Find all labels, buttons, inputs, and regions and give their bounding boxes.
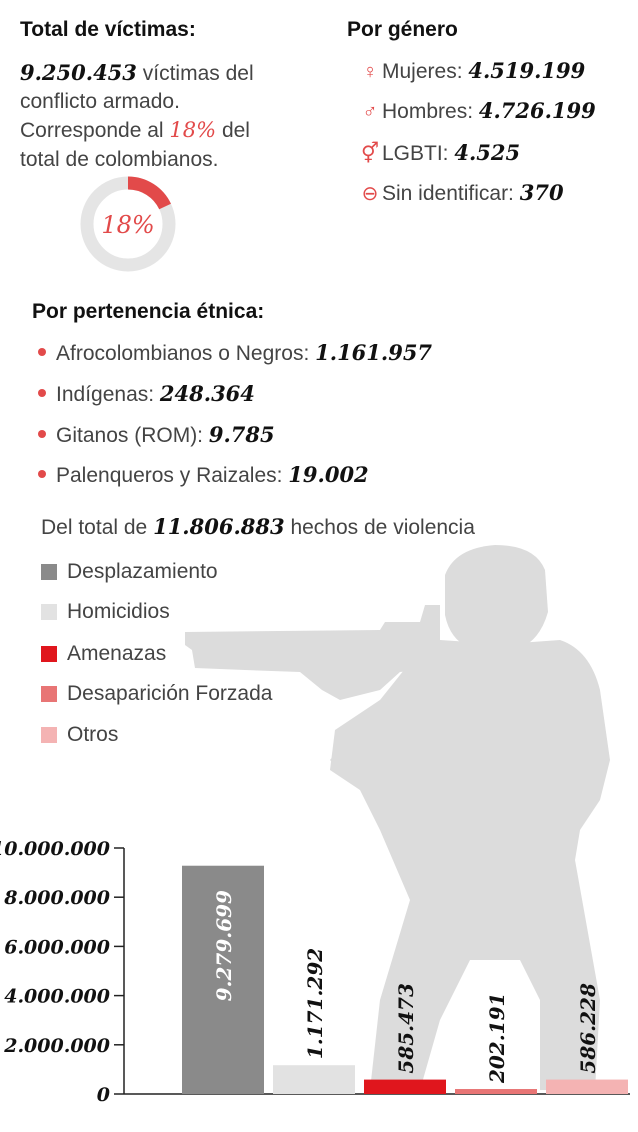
victims-donut: 18% bbox=[80, 176, 176, 272]
legend-item: Homicidios bbox=[41, 600, 170, 624]
victims-line1-text: víctimas del bbox=[136, 62, 254, 85]
violence-intro: Del total de 11.806.883 hechos de violen… bbox=[41, 514, 475, 540]
ethnic-label: Palenqueros y Raizales: bbox=[56, 464, 289, 487]
ethnic-label: Gitanos (ROM): bbox=[56, 424, 209, 447]
victims-line3-pre: Corresponde al bbox=[20, 119, 170, 142]
gender-item: ⚥ LGBTI: 4.525 bbox=[360, 140, 520, 166]
female-icon: ♀ bbox=[362, 61, 378, 83]
bar-4 bbox=[455, 1089, 537, 1094]
victims-percent: 18% bbox=[169, 118, 217, 142]
lgbti-icon: ⚥ bbox=[360, 143, 380, 165]
legend-item: Amenazas bbox=[41, 642, 166, 666]
y-tick-label: 8.000.000 bbox=[3, 887, 110, 909]
gender-value: 4.519.199 bbox=[468, 58, 586, 83]
gender-item: ♀ Mujeres: 4.519.199 bbox=[360, 58, 586, 84]
victims-line-1: 9.250.453 víctimas del bbox=[20, 58, 254, 88]
victims-line-4: total de colombianos. bbox=[20, 148, 219, 171]
male-icon: ♂ bbox=[362, 101, 378, 123]
bullet-dot bbox=[38, 348, 46, 357]
legend-swatch bbox=[41, 564, 57, 580]
victims-line-2: conflicto armado. bbox=[20, 90, 180, 113]
victims-line-3: Corresponde al 18% del bbox=[20, 116, 250, 145]
bar-5 bbox=[546, 1079, 628, 1094]
ethnic-item: Indígenas: 248.364 bbox=[38, 381, 255, 407]
violence-intro-pre: Del total de bbox=[41, 516, 154, 539]
bar-value-label: 1.171.292 bbox=[303, 948, 327, 1059]
legend-label: Desplazamiento bbox=[67, 560, 218, 583]
bar-value-label: 586.228 bbox=[576, 983, 600, 1074]
ethnic-value: 9.785 bbox=[208, 422, 275, 447]
victims-line3-post: del bbox=[216, 119, 250, 142]
bullet-dot bbox=[38, 470, 46, 479]
legend-label: Homicidios bbox=[67, 600, 170, 623]
gender-label: Sin identificar: bbox=[382, 182, 520, 205]
ethnic-label: Afrocolombianos o Negros: bbox=[56, 342, 316, 365]
bar-value-label: 9.279.699 bbox=[212, 890, 236, 1001]
legend-item: Desaparición Forzada bbox=[41, 682, 272, 706]
legend-swatch bbox=[41, 727, 57, 743]
legend-item: Desplazamiento bbox=[41, 560, 218, 584]
gender-heading: Por género bbox=[347, 18, 458, 41]
ethnic-value: 19.002 bbox=[288, 462, 369, 487]
bullet-dot bbox=[38, 430, 46, 439]
violence-intro-post: hechos de violencia bbox=[284, 516, 475, 539]
ethnic-item: Gitanos (ROM): 9.785 bbox=[38, 422, 275, 448]
gender-value: 4.525 bbox=[454, 140, 521, 165]
ethnic-item: Palenqueros y Raizales: 19.002 bbox=[38, 462, 369, 488]
bar-chart: 0 2.000.000 4.000.000 6.000.000 8.000.000 10.… bbox=[0, 838, 630, 1106]
legend-swatch bbox=[41, 604, 57, 620]
donut-arc bbox=[127, 176, 171, 210]
bar-value-label: 202.191 bbox=[485, 993, 509, 1084]
donut-label: 18% bbox=[101, 211, 154, 239]
legend-swatch bbox=[41, 686, 57, 702]
gender-item: ⊖ Sin identificar: 370 bbox=[360, 180, 564, 206]
bar-1 bbox=[182, 865, 264, 1094]
victims-count: 9.250.453 bbox=[20, 60, 137, 85]
ethnic-value: 1.161.957 bbox=[315, 340, 433, 365]
gender-value: 4.726.199 bbox=[478, 98, 596, 123]
ethnic-item: Afrocolombianos o Negros: 1.161.957 bbox=[38, 340, 432, 366]
y-tick-label: 10.000.000 bbox=[0, 838, 110, 860]
victims-heading: Total de víctimas: bbox=[20, 18, 196, 41]
gender-label: LGBTI: bbox=[382, 142, 455, 165]
legend-swatch bbox=[41, 646, 57, 662]
bar-3 bbox=[364, 1079, 446, 1094]
gender-label: Hombres: bbox=[382, 100, 479, 123]
gender-item: ♂ Hombres: 4.726.199 bbox=[360, 98, 596, 124]
gender-value: 370 bbox=[519, 180, 564, 205]
y-tick-label: 4.000.000 bbox=[4, 986, 110, 1008]
y-tick-label: 6.000.000 bbox=[4, 936, 110, 958]
y-tick-label: 0 bbox=[97, 1084, 110, 1106]
legend-label: Otros bbox=[67, 723, 119, 746]
y-tick-label: 2.000.000 bbox=[3, 1035, 110, 1057]
bar-2 bbox=[273, 1065, 355, 1094]
gender-label: Mujeres: bbox=[382, 60, 469, 83]
bullet-dot bbox=[38, 389, 46, 398]
ethnic-value: 248.364 bbox=[159, 381, 255, 406]
unidentified-icon: ⊖ bbox=[361, 183, 379, 205]
bar-value-label: 585.473 bbox=[394, 983, 418, 1074]
legend-label: Desaparición Forzada bbox=[67, 682, 273, 705]
violence-total: 11.806.883 bbox=[153, 514, 285, 539]
legend-item: Otros bbox=[41, 723, 118, 747]
legend-label: Amenazas bbox=[67, 642, 167, 665]
ethnic-heading: Por pertenencia étnica: bbox=[32, 300, 265, 323]
ethnic-label: Indígenas: bbox=[56, 383, 160, 406]
